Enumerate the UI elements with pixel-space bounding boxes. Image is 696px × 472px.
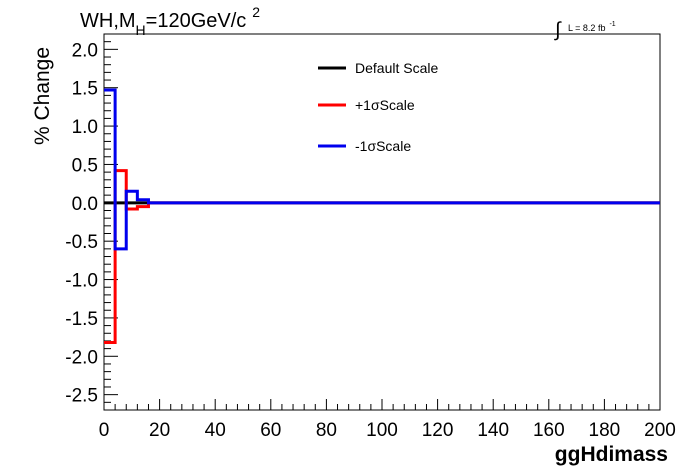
y-tick-label: 0.0 (72, 194, 98, 215)
legend-label-1: +1σScale (355, 97, 415, 113)
chart-title: WH,MH=120GeV/c 2 (80, 4, 260, 38)
y-tick-label: 1.5 (72, 79, 98, 100)
series-line-2 (104, 88, 660, 251)
plot-frame (103, 33, 661, 411)
y-tick-label: 2.0 (72, 40, 98, 61)
x-tick-label: 140 (477, 420, 509, 441)
y-tick-label: 1.0 (72, 117, 98, 138)
y-tick-label: 0.5 (72, 155, 98, 176)
y-tick-label: -2.0 (65, 347, 98, 368)
legend-label-2: -1σScale (355, 138, 411, 154)
y-tick-label: -0.5 (65, 232, 98, 253)
lumi-text: L = 8.2 fb (568, 23, 605, 33)
y-tick-label: -2.5 (65, 386, 98, 407)
chart-title-main: WH,M (80, 10, 136, 32)
y-axis-title: % Change (31, 47, 54, 145)
x-tick-label: 120 (422, 420, 454, 441)
chart-title-subscript: H (136, 22, 146, 38)
x-tick-label: 40 (205, 420, 226, 441)
lumi-integral: ∫ (554, 19, 562, 41)
x-tick-label: 200 (644, 420, 676, 441)
x-tick-label: 80 (316, 420, 337, 441)
ticks-layer: 0 20 40 60 80 100 120 140 160 180 200 2.0 1.5 1.0 0.5 0… (65, 33, 676, 441)
lumi-superscript: -1 (609, 21, 615, 28)
x-tick-label: 100 (366, 420, 398, 441)
x-tick-label: 180 (589, 420, 621, 441)
x-tick-label: 0 (99, 420, 110, 441)
chart-title-suffix: =120GeV/c (146, 10, 247, 32)
x-tick-label: 60 (260, 420, 281, 441)
y-tick-label: -1.5 (65, 309, 98, 330)
y-tick-label: -1.0 (65, 271, 98, 292)
chart-title-superscript: 2 (252, 4, 260, 20)
x-tick-label: 160 (533, 420, 565, 441)
lumi-label: L = 8.2 fb -1 (568, 21, 616, 33)
legend: Default Scale +1σScale -1σScale (318, 60, 438, 154)
series-line-1 (104, 169, 660, 344)
x-axis-title: ggHdimass (555, 443, 668, 466)
legend-label-0: Default Scale (355, 60, 438, 76)
series-layer (104, 88, 660, 344)
x-tick-label: 20 (149, 420, 170, 441)
